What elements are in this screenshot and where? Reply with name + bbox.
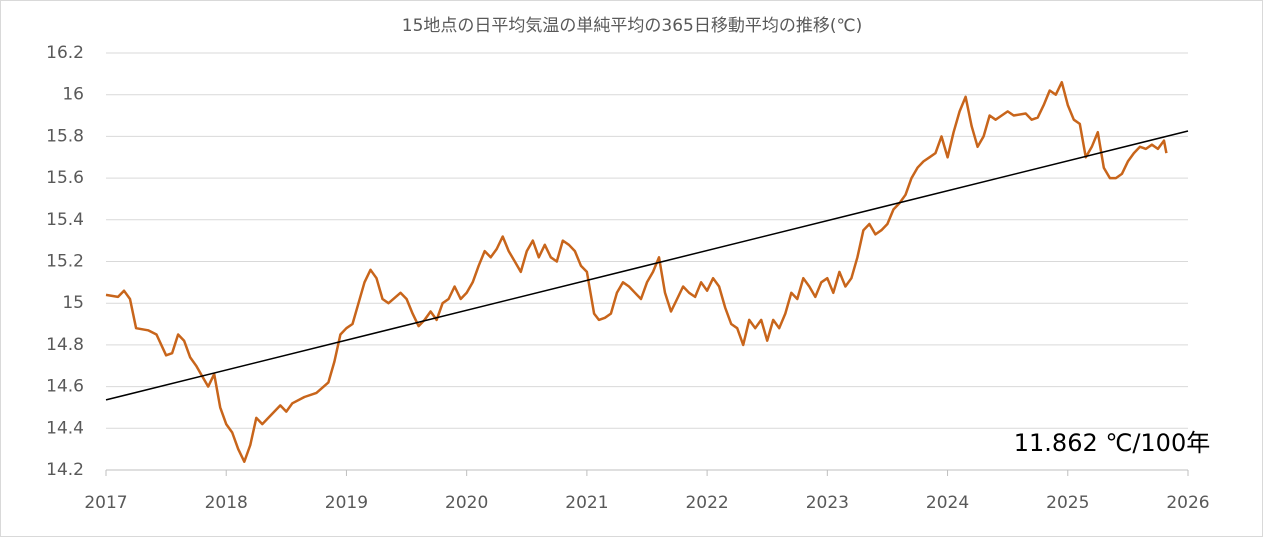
y-tick-label: 16 [62, 85, 84, 105]
x-tick-label: 2018 [205, 493, 248, 513]
y-tick-label: 15.4 [46, 210, 84, 230]
x-tick-label: 2022 [685, 493, 728, 513]
x-tick-label: 2021 [565, 493, 608, 513]
y-tick-label: 15.6 [46, 168, 84, 188]
x-tick-label: 2023 [806, 493, 849, 513]
chart-title: 15地点の日平均気温の単純平均の365日移動平均の推移(℃) [402, 16, 862, 36]
y-tick-label: 14.6 [46, 377, 84, 397]
y-tick-label: 15 [62, 293, 84, 313]
y-tick-label: 14.8 [46, 335, 84, 355]
series-line [105, 130, 1189, 401]
x-tick-label: 2017 [84, 493, 127, 513]
x-tick-label: 2025 [1046, 493, 1089, 513]
y-tick-label: 16.2 [46, 43, 84, 63]
x-tick-label: 2024 [926, 493, 969, 513]
y-tick-label: 15.2 [46, 252, 84, 272]
y-tick-label: 14.2 [46, 460, 84, 480]
annotation: 11.862 ℃/100年 [1014, 429, 1210, 457]
series-line [105, 80, 1168, 463]
x-tick-label: 2026 [1166, 493, 1209, 513]
y-tick-label: 14.4 [46, 418, 84, 438]
y-tick-label: 15.8 [46, 126, 84, 146]
x-tick-label: 2020 [445, 493, 488, 513]
x-tick-label: 2019 [325, 493, 368, 513]
